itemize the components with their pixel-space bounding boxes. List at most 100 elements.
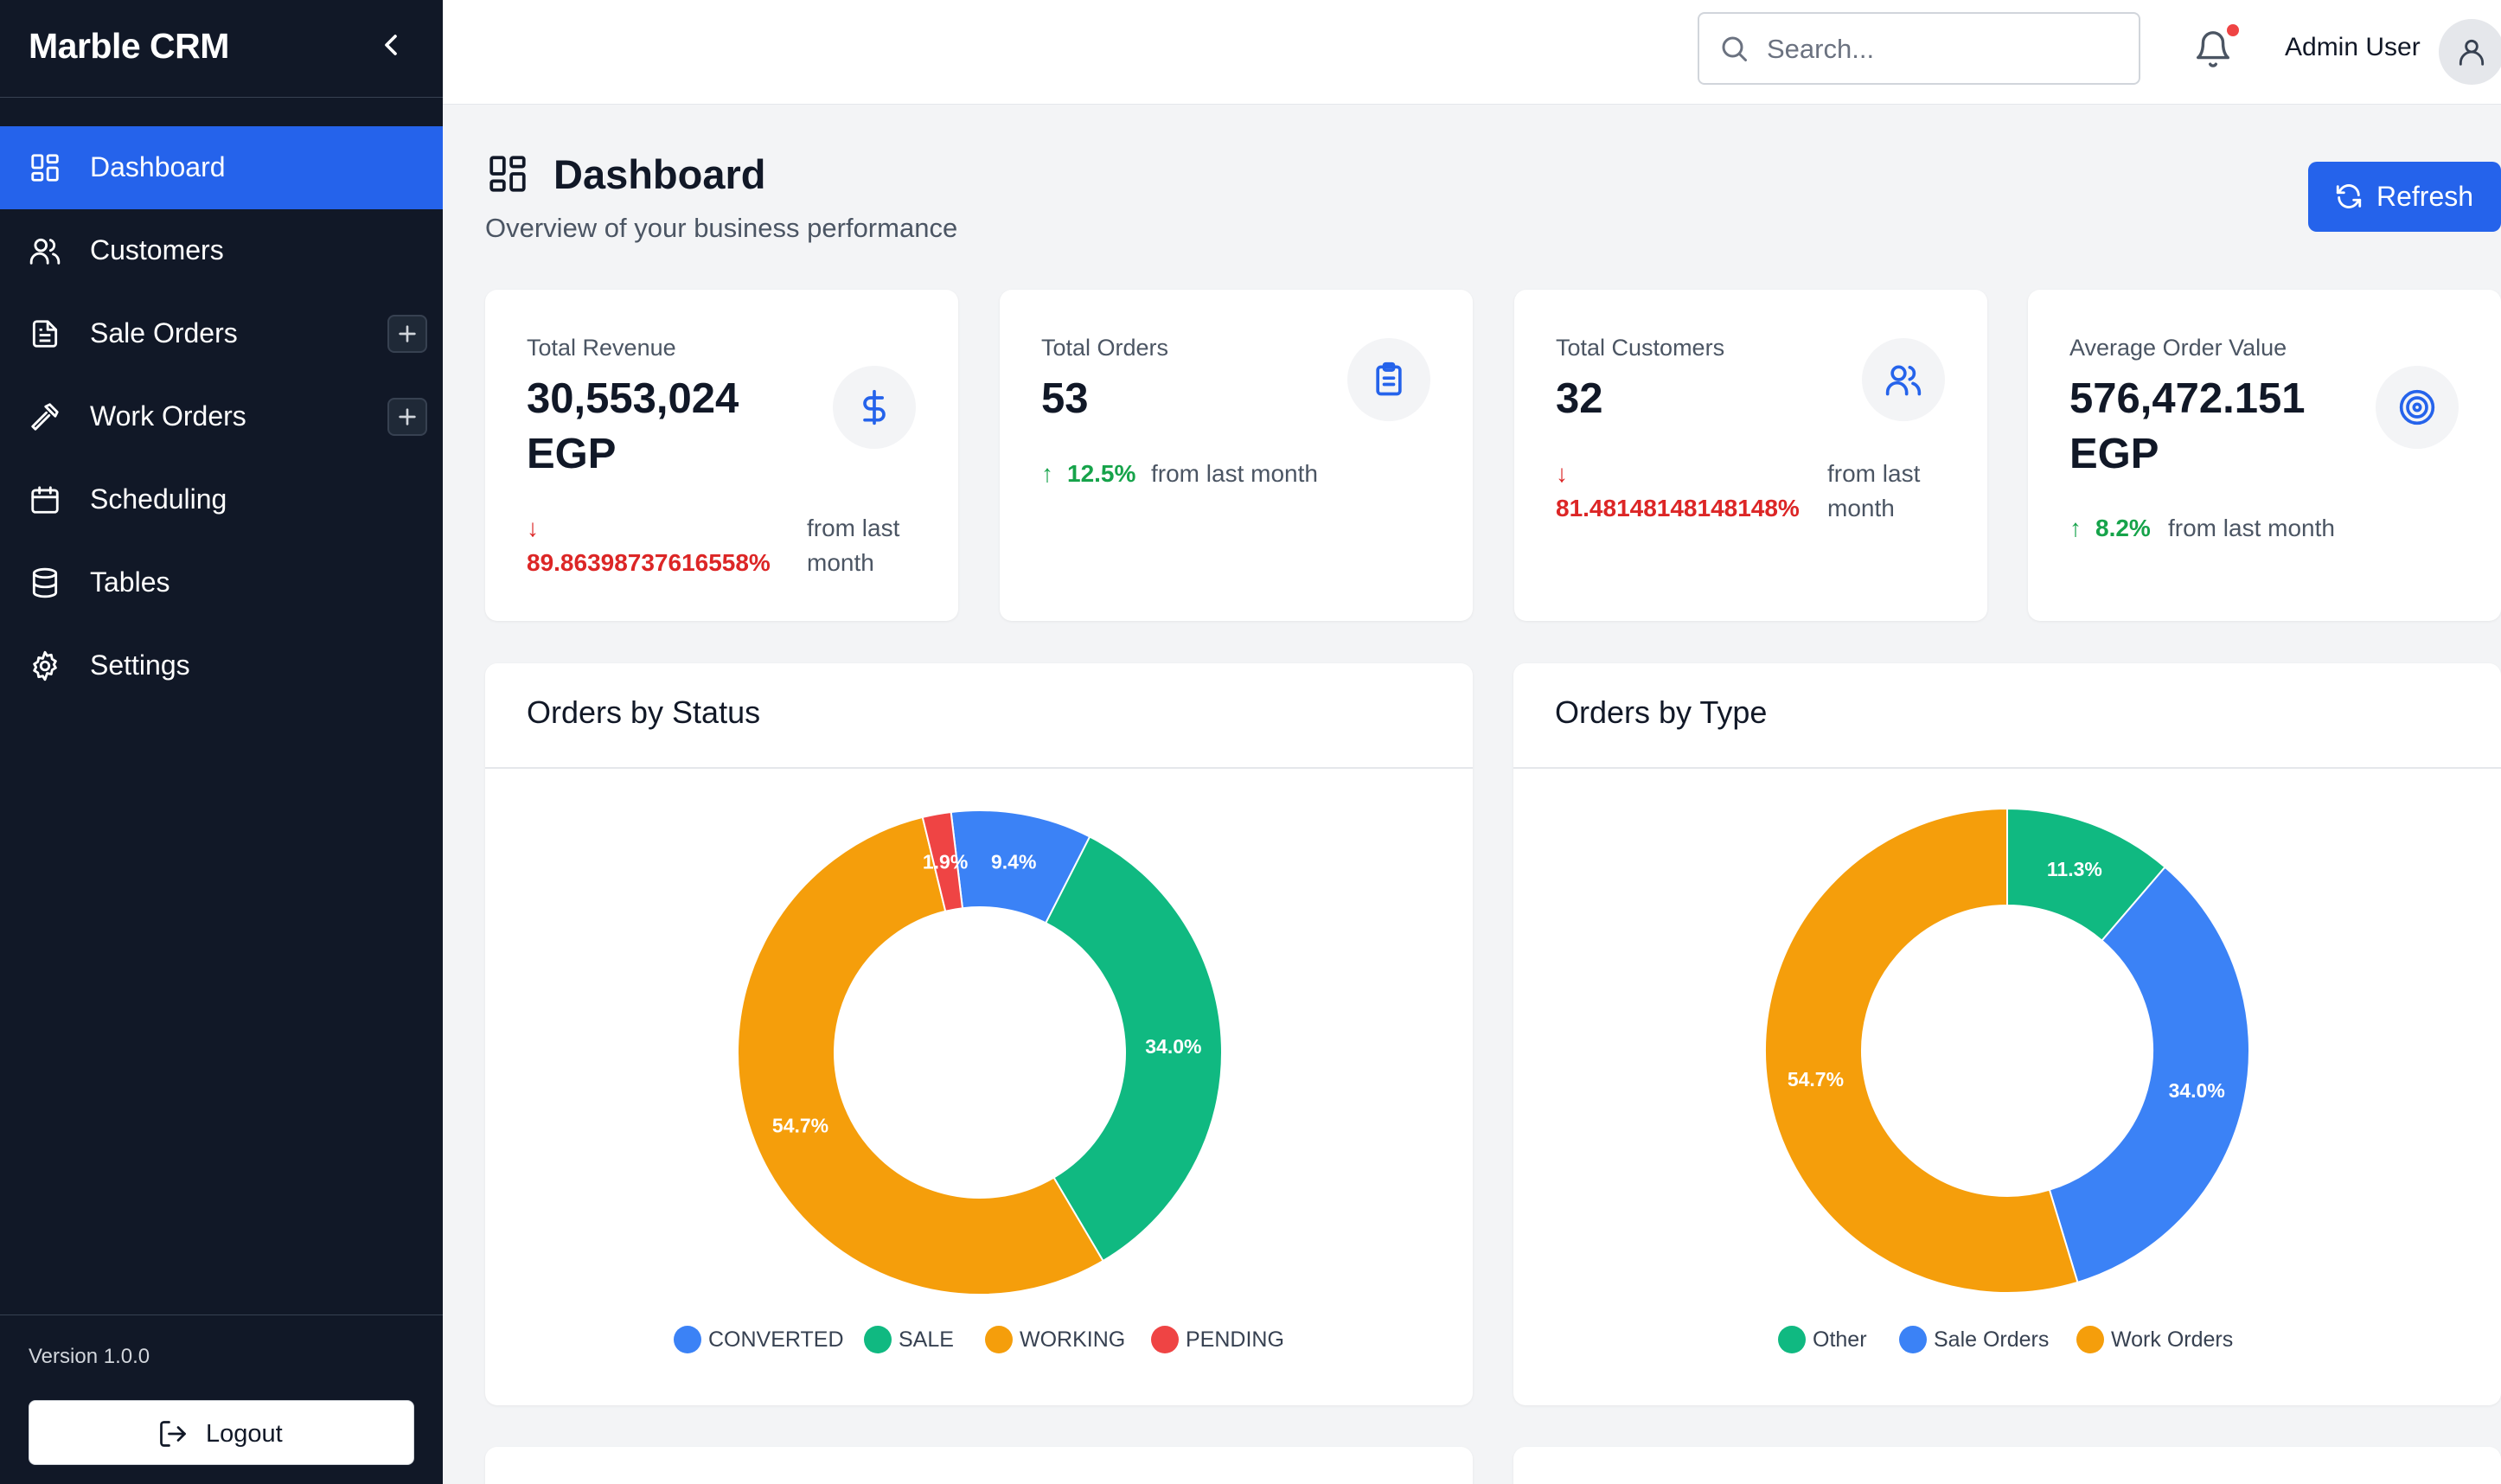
search-input[interactable] — [1767, 29, 2113, 69]
sidebar-item-settings[interactable]: Settings — [0, 624, 443, 707]
dollar-icon — [863, 389, 886, 425]
chevron-left-icon — [385, 35, 397, 55]
legend-swatch — [674, 1326, 701, 1353]
legend-swatch — [1151, 1326, 1179, 1353]
slice-label: 34.0% — [2169, 1079, 2225, 1102]
chart-title: Orders by Type — [1555, 694, 1768, 730]
slice-label: 54.7% — [772, 1114, 828, 1136]
stat-label: Average Order Value — [2069, 335, 2287, 361]
page-subtitle: Overview of your business performance — [485, 213, 958, 243]
bell-icon[interactable] — [2193, 29, 2233, 69]
sidebar-item-work-orders[interactable]: Work Orders — [0, 375, 443, 458]
chart-divider — [485, 767, 1473, 769]
legend-swatch — [2076, 1326, 2104, 1353]
legend-swatch — [864, 1326, 892, 1353]
trend-down-icon: ↓ — [527, 515, 539, 541]
stat-value: 576,472.151 EGP — [2069, 375, 2306, 477]
chart-card-orders-by-type: Orders by Type 11.3% 34.0% 54.7% Other Sale… — [1513, 663, 2501, 1405]
sidebar-item-label: Scheduling — [90, 483, 227, 515]
chart-legend: Other Sale Orders Work Orders — [1513, 1322, 2501, 1357]
chart-card-partial — [1513, 1447, 2501, 1484]
donut-chart-orders-by-status: 9.4% 34.0% 54.7% 1.9% — [711, 803, 1247, 1303]
slice-label: 54.7% — [1788, 1068, 1844, 1091]
legend-swatch — [985, 1326, 1013, 1353]
dashboard-icon — [31, 154, 59, 182]
user-icon — [2459, 39, 2485, 66]
version-label: Version 1.0.0 — [29, 1345, 150, 1368]
stat-value: 53 — [1041, 375, 1089, 422]
add-sale-order-button[interactable] — [387, 315, 427, 353]
collapse-sidebar-button[interactable] — [374, 28, 408, 62]
trend-down-icon: ↓ — [1556, 460, 1568, 487]
chart-title: Orders by Status — [527, 694, 761, 730]
users-icon — [1885, 365, 1922, 396]
sidebar-item-sale-orders[interactable]: Sale Orders — [0, 292, 443, 375]
document-icon — [32, 320, 58, 348]
hammer-icon — [31, 403, 59, 431]
legend-label: CONVERTED — [708, 1327, 844, 1352]
plus-icon — [399, 408, 416, 425]
add-work-order-button[interactable] — [387, 398, 427, 436]
sidebar-item-label: Sale Orders — [90, 317, 238, 349]
page-title: Dashboard — [553, 151, 766, 197]
sidebar-item-label: Work Orders — [90, 400, 246, 432]
trend-up-icon: ↑ — [2069, 515, 2082, 541]
stat-card-total-orders: Total Orders 53 ↑ 12.5% from last month — [1000, 290, 1473, 621]
sidebar-item-tables[interactable]: Tables — [0, 541, 443, 624]
avatar[interactable] — [2439, 19, 2501, 85]
gear-icon — [33, 650, 57, 681]
stat-card-total-revenue: Total Revenue 30,553,024 EGP ↓ 89.863987… — [485, 290, 958, 621]
trend-percentage: 81.48148148148148% — [1556, 495, 1800, 521]
dashboard-icon — [489, 156, 526, 192]
donut-slice-working[interactable] — [711, 803, 1105, 1303]
sidebar: Marble CRM Dashboard Customers Sale Orde… — [0, 0, 443, 1484]
stat-badge — [2376, 366, 2459, 449]
refresh-icon — [2336, 184, 2362, 208]
trend-percentage: 89.86398737616558% — [527, 549, 771, 576]
stat-card-total-customers: Total Customers 32 ↓ 81.48148148148148% … — [1514, 290, 1987, 621]
legend-label: WORKING — [1020, 1327, 1126, 1352]
slice-label: 34.0% — [1145, 1035, 1201, 1058]
database-icon — [32, 567, 58, 598]
trend-percentage: 12.5% — [1067, 460, 1136, 487]
legend-label: SALE — [899, 1327, 954, 1352]
donut-slice-work-orders[interactable] — [1763, 807, 2079, 1294]
chart-legend: CONVERTED SALE WORKING PENDING — [485, 1322, 1473, 1357]
logout-button[interactable]: Logout — [29, 1400, 414, 1465]
clipboard-icon — [1376, 361, 1402, 396]
legend-label: Work Orders — [2111, 1327, 2234, 1352]
stat-label: Total Revenue — [527, 335, 676, 361]
notification-dot — [2227, 24, 2239, 36]
calendar-icon — [31, 486, 59, 514]
chart-card-partial — [485, 1447, 1473, 1484]
sidebar-item-dashboard[interactable]: Dashboard — [0, 126, 443, 209]
sidebar-item-scheduling[interactable]: Scheduling — [0, 458, 443, 541]
legend-swatch — [1778, 1326, 1806, 1353]
legend-label: PENDING — [1186, 1327, 1284, 1352]
sidebar-brand: Marble CRM — [0, 0, 443, 98]
sidebar-item-label: Settings — [90, 649, 190, 681]
slice-label: 1.9% — [923, 851, 968, 873]
trend-note: from last month — [1827, 460, 1921, 521]
sidebar-item-customers[interactable]: Customers — [0, 209, 443, 292]
user-name[interactable]: Admin User — [2285, 33, 2421, 61]
legend-label: Sale Orders — [1934, 1327, 2050, 1352]
stat-card-average-order-value: Average Order Value 576,472.151 EGP ↑ 8.… — [2028, 290, 2501, 621]
app-title: Marble CRM — [29, 26, 229, 66]
refresh-label: Refresh — [2376, 181, 2474, 212]
search-icon — [1722, 36, 1747, 61]
donut-slice-sale[interactable] — [1014, 824, 1247, 1266]
trend-note: from last month — [2168, 515, 2335, 541]
users-icon — [29, 238, 61, 265]
donut-slice-pending[interactable] — [921, 810, 964, 912]
stat-badge — [833, 366, 916, 449]
chart-divider — [1513, 767, 2501, 769]
sidebar-item-label: Dashboard — [90, 151, 226, 182]
refresh-button[interactable]: Refresh — [2308, 162, 2501, 232]
search-box[interactable] — [1698, 12, 2140, 85]
legend-swatch — [1899, 1326, 1927, 1353]
slice-label: 11.3% — [2047, 858, 2102, 880]
sidebar-footer: Version 1.0.0 Logout — [0, 1314, 443, 1484]
donut-slice-sale-orders[interactable] — [2048, 866, 2250, 1284]
stat-value: 32 — [1556, 375, 1603, 422]
